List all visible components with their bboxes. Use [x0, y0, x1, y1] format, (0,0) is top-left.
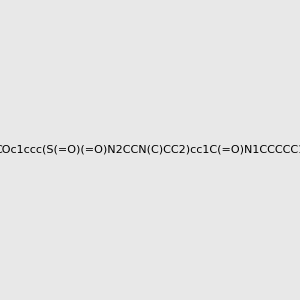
Text: COc1ccc(S(=O)(=O)N2CCN(C)CC2)cc1C(=O)N1CCCCC1: COc1ccc(S(=O)(=O)N2CCN(C)CC2)cc1C(=O)N1C… — [0, 145, 300, 155]
